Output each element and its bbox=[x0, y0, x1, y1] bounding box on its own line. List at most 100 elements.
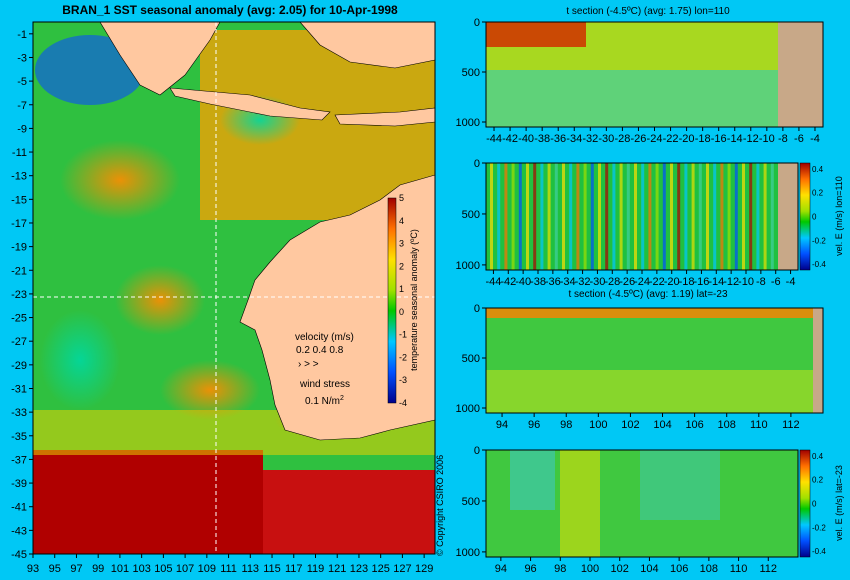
panel2-stripe bbox=[583, 163, 587, 270]
section-x-tick-label: -26 bbox=[630, 133, 646, 145]
panel2-stripe bbox=[763, 163, 767, 270]
panel1-land bbox=[778, 22, 823, 127]
map-y-tick-label: -33 bbox=[11, 407, 27, 419]
panel4-cyan-patch bbox=[640, 450, 720, 520]
section-y-tick-label: 500 bbox=[462, 209, 480, 221]
section-x-tick-label: -10 bbox=[738, 276, 754, 288]
map-y-tick-label: -13 bbox=[11, 171, 27, 183]
panel2-stripe bbox=[504, 163, 508, 270]
section-x-tick-label: -18 bbox=[695, 133, 711, 145]
panel2-stripe bbox=[490, 163, 493, 270]
map-x-tick-label: 125 bbox=[371, 563, 389, 575]
map-colorbar-tick-label: -2 bbox=[399, 352, 407, 362]
section-x-tick-label: -20 bbox=[679, 133, 695, 145]
section-x-tick-label: -30 bbox=[598, 133, 614, 145]
panel2-stripe bbox=[691, 163, 695, 270]
map-colorbar-ticks: 5 4 3 2 1 0 -1 -2 -3 -4 bbox=[399, 193, 407, 408]
velocity-key-title: velocity (m/s) bbox=[295, 332, 354, 343]
map-x-tick-label: 111 bbox=[220, 563, 237, 575]
panel4-colorbar-ticks: 0.4 0.2 0 -0.2 -0.4 bbox=[812, 452, 826, 556]
map-colorbar-tick-label: -3 bbox=[399, 375, 407, 385]
panel2-stripe bbox=[727, 163, 731, 270]
section-x-tick-label: -22 bbox=[663, 133, 679, 145]
section-x-tick-label: 98 bbox=[560, 419, 572, 431]
map-warm-south-band bbox=[33, 450, 263, 554]
panel2-stripe bbox=[497, 163, 501, 270]
section-y-tick-label: 1000 bbox=[456, 403, 480, 415]
section-x-tick-label: -22 bbox=[649, 276, 665, 288]
panel2-stripe bbox=[533, 163, 537, 270]
panel2-stripe bbox=[706, 163, 709, 270]
panel2-stripe bbox=[770, 163, 774, 270]
panel2-stripe bbox=[670, 163, 673, 270]
colorbar-tick-label: 0.2 bbox=[812, 189, 824, 198]
section-x-tick-label: -12 bbox=[743, 133, 759, 145]
panel4-x-axis: 94 96 98 100 102 104 106 108 110 112 bbox=[495, 557, 777, 575]
section-x-tick-label: -8 bbox=[778, 133, 788, 145]
map-eddy bbox=[35, 35, 145, 105]
section-x-tick-label: 106 bbox=[685, 419, 703, 431]
panel2-stripe bbox=[698, 163, 702, 270]
map-x-tick-label: 97 bbox=[70, 563, 82, 575]
map-y-tick-label: -37 bbox=[11, 454, 27, 466]
map-y-tick-label: -9 bbox=[17, 123, 27, 135]
section-x-tick-label: -38 bbox=[530, 276, 546, 288]
section-x-tick-label: -6 bbox=[794, 133, 804, 145]
wind-key-value-text: 0.1 N/m bbox=[305, 396, 340, 407]
velocity-key-arrows: › > > bbox=[298, 359, 319, 370]
section-x-tick-label: -12 bbox=[723, 276, 739, 288]
map-colorbar-bar bbox=[387, 197, 397, 404]
section-x-tick-label: -16 bbox=[711, 133, 727, 145]
map-land-java bbox=[169, 87, 331, 121]
map-colorbar-tick-label: 4 bbox=[399, 216, 404, 226]
map-y-tick-label: -43 bbox=[11, 525, 27, 537]
wind-key-value: 0.1 N/m2 bbox=[305, 395, 344, 407]
panel1-plot bbox=[485, 21, 824, 128]
section-x-tick-label: 98 bbox=[554, 563, 566, 575]
panel4-cyan-patch bbox=[510, 450, 555, 510]
map-y-tick-label: -19 bbox=[11, 242, 27, 254]
section-y-tick-label: 500 bbox=[462, 496, 480, 508]
map-colorbar-label: temperature seasonal anomaly (ºC) bbox=[409, 229, 419, 371]
map-y-tick-label: -1 bbox=[17, 29, 27, 41]
map-x-tick-label: 93 bbox=[27, 563, 39, 575]
map-land-sumatra bbox=[99, 21, 221, 96]
panel2-stripe bbox=[590, 163, 594, 270]
panel2-stripe bbox=[641, 163, 645, 270]
map-eddy bbox=[40, 310, 120, 410]
section-x-tick-label: -10 bbox=[759, 133, 775, 145]
section-x-tick-label: -42 bbox=[502, 133, 518, 145]
panel4-yellow-band bbox=[560, 450, 600, 557]
section-x-tick-label: -30 bbox=[589, 276, 605, 288]
section-x-tick-label: -4 bbox=[810, 133, 820, 145]
map-colorbar-tick-label: 2 bbox=[399, 261, 404, 271]
map-title: BRAN_1 SST seasonal anomaly (avg: 2.05) … bbox=[62, 3, 398, 17]
panel2-stripe bbox=[605, 163, 609, 270]
section-x-tick-label: -16 bbox=[693, 276, 709, 288]
section-x-tick-label: -40 bbox=[515, 276, 531, 288]
section-x-tick-label: 102 bbox=[611, 563, 629, 575]
map-x-tick-label: 115 bbox=[263, 563, 281, 575]
map-land-australia bbox=[239, 174, 436, 441]
map-eddy bbox=[60, 140, 180, 220]
colorbar-tick-label: -0.4 bbox=[812, 547, 826, 556]
section-x-tick-label: -4 bbox=[786, 276, 796, 288]
panel2-stripe bbox=[612, 163, 616, 270]
section-x-tick-label: -28 bbox=[614, 133, 630, 145]
map-eddy bbox=[160, 360, 260, 420]
panel2-colorbar-label: vel. E (m/s) lon=110 bbox=[834, 176, 844, 256]
panel1-title: t section (-4.5ºC) (avg: 1.75) lon=110 bbox=[566, 6, 730, 17]
panel2-stripe bbox=[677, 163, 681, 270]
panel2-stripe bbox=[598, 163, 601, 270]
colorbar-tick-label: 0 bbox=[812, 213, 817, 222]
panel2-stripe bbox=[540, 163, 544, 270]
map-y-tick-label: -25 bbox=[11, 313, 27, 325]
section-y-tick-label: 0 bbox=[474, 445, 480, 457]
section-x-tick-label: 104 bbox=[653, 419, 671, 431]
section-x-tick-label: -6 bbox=[771, 276, 781, 288]
panel2-stripe bbox=[634, 163, 637, 270]
map-colorbar-tick-label: 3 bbox=[399, 239, 404, 249]
colorbar-tick-label: -0.4 bbox=[812, 260, 826, 269]
map-x-tick-label: 95 bbox=[49, 563, 61, 575]
